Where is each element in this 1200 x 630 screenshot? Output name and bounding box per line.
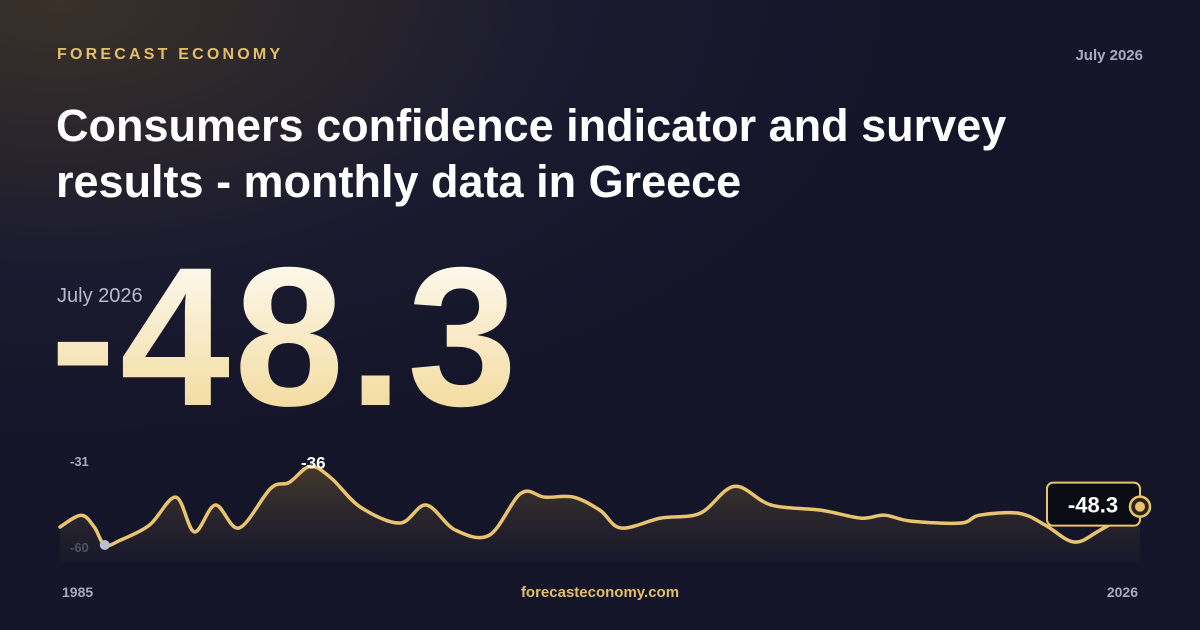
brand: FORECAST ECONOMY: [57, 46, 283, 63]
peak-label: -36: [301, 453, 326, 472]
line: [58, 464, 1142, 548]
x-tick-label: 1985: [62, 584, 93, 600]
end-point: [1135, 501, 1145, 512]
date: July 2026: [1075, 47, 1143, 64]
x-tick-label: 2026: [1107, 584, 1138, 600]
footer: forecasteconomy.com: [521, 584, 679, 601]
end-label: -48.3: [1068, 493, 1118, 518]
y-tick-label: -31: [70, 454, 89, 469]
latest-label: July 2026: [57, 285, 143, 307]
area: [60, 466, 1140, 563]
title: Consumers confidence indicator and surve…: [56, 100, 1006, 151]
title: results - monthly data in Greece: [56, 156, 741, 207]
latest-value: -48.3: [50, 226, 521, 447]
min-point: [99, 540, 110, 550]
